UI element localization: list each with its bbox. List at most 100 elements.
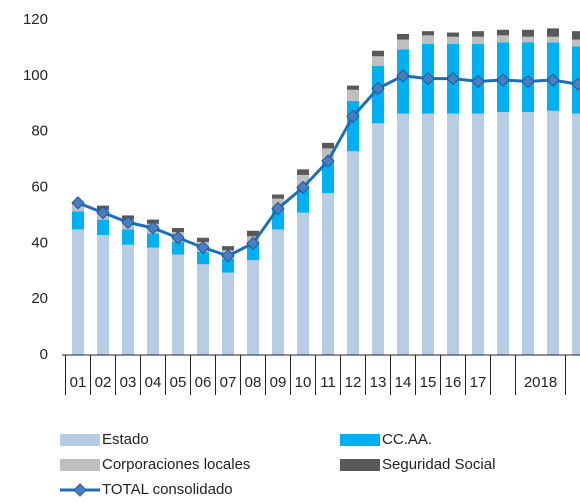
bar-segment	[422, 35, 434, 44]
bar-segment	[497, 35, 509, 43]
bar-segment	[547, 28, 559, 37]
total-marker	[96, 205, 110, 220]
bar-segment	[72, 211, 84, 230]
bar-segment	[397, 33, 409, 40]
total-marker	[496, 73, 510, 87]
x-tick-label: 04	[145, 374, 162, 391]
legend-label: Corporaciones locales	[102, 456, 250, 473]
bar-segment	[347, 85, 359, 90]
bar-segment	[397, 113, 409, 355]
x-tick-label: 08	[245, 374, 262, 391]
x-group-label: 2018	[524, 374, 557, 391]
x-tick-label: 16	[445, 374, 462, 391]
total-marker	[221, 249, 235, 263]
total-marker	[121, 215, 135, 230]
bar-segment	[272, 229, 284, 355]
bar-segment	[347, 89, 359, 101]
bar-segment	[247, 244, 259, 261]
bar-segment	[297, 187, 309, 213]
legend-label: CC.AA.	[382, 431, 432, 448]
x-tick-label: 10	[295, 374, 312, 391]
x-tick-label: 17	[470, 374, 487, 391]
bar-segment	[97, 219, 109, 235]
bar-segment	[472, 31, 484, 37]
bar-segment	[97, 234, 109, 355]
total-marker	[546, 73, 560, 87]
bar-segment	[247, 230, 259, 237]
legend-label: Estado	[102, 431, 149, 448]
legend-label: TOTAL consolidado	[102, 481, 233, 498]
bar-segment	[122, 244, 134, 355]
x-tick-label: 14	[395, 374, 412, 391]
bar-segment	[572, 31, 580, 40]
total-marker	[171, 231, 185, 245]
legend-marker	[73, 483, 87, 497]
x-tick-label: 05	[170, 374, 187, 391]
x-tick-label: 13	[370, 374, 387, 391]
y-tick-label: 40	[31, 234, 48, 251]
total-marker	[571, 77, 580, 91]
x-tick-label: 07	[220, 374, 237, 391]
bar-segment	[472, 113, 484, 355]
bar-segment	[297, 212, 309, 355]
bar-segment	[372, 56, 384, 67]
bar-segment	[147, 247, 159, 355]
total-marker	[271, 201, 285, 216]
bar-segment	[197, 264, 209, 355]
bar-segment	[322, 193, 334, 355]
y-tick-label: 100	[23, 67, 48, 84]
bar-segment	[197, 251, 209, 265]
y-tick-label: 120	[23, 11, 48, 28]
bar-segment	[372, 50, 384, 57]
bar-segment	[447, 113, 459, 355]
total-marker	[146, 221, 160, 235]
bar-segment	[222, 272, 234, 355]
total-marker	[421, 71, 435, 86]
bar-segment	[147, 233, 159, 248]
bar-segment	[572, 39, 580, 47]
total-marker	[521, 74, 535, 89]
total-marker	[446, 71, 460, 86]
bar-segment	[222, 258, 234, 273]
x-tick-label: 15	[420, 374, 437, 391]
x-tick-label: 01	[70, 374, 87, 391]
bar-segment	[347, 151, 359, 355]
total-marker	[396, 69, 410, 83]
y-tick-label: 80	[31, 123, 48, 140]
bar-segment	[272, 194, 284, 199]
bar-segment	[522, 29, 534, 37]
bar-segment	[547, 36, 559, 43]
legend-swatch	[60, 459, 100, 471]
total-marker	[321, 154, 335, 168]
total-marker	[71, 196, 85, 210]
bar-segment	[497, 112, 509, 355]
bar-segment	[222, 246, 234, 251]
bar-segment	[297, 169, 309, 175]
total-marker	[246, 236, 260, 251]
x-tick-label: 09	[270, 374, 287, 391]
total-marker	[471, 74, 485, 89]
bar-segment	[172, 254, 184, 355]
x-tick-label: 03	[120, 374, 137, 391]
bar-segment	[247, 260, 259, 355]
bar-segment	[372, 123, 384, 356]
legend-swatch	[60, 434, 100, 446]
total-marker	[196, 240, 210, 255]
bar-segment	[122, 229, 134, 245]
legend-swatch	[340, 459, 380, 471]
total-marker	[346, 109, 360, 124]
bar-segment	[397, 39, 409, 50]
y-tick-label: 20	[31, 290, 48, 307]
bar-segment	[172, 227, 184, 233]
bar-segment	[497, 29, 509, 36]
bar-segment	[422, 113, 434, 355]
legend-swatch	[340, 434, 380, 446]
x-tick-label: 06	[195, 374, 212, 391]
x-tick-label: 11	[320, 374, 336, 391]
y-tick-label: 0	[40, 346, 48, 363]
total-marker	[296, 180, 310, 195]
bar-segment	[72, 229, 84, 355]
x-tick-label: 12	[345, 374, 362, 391]
bar-segment	[447, 32, 459, 37]
total-marker	[371, 81, 385, 96]
